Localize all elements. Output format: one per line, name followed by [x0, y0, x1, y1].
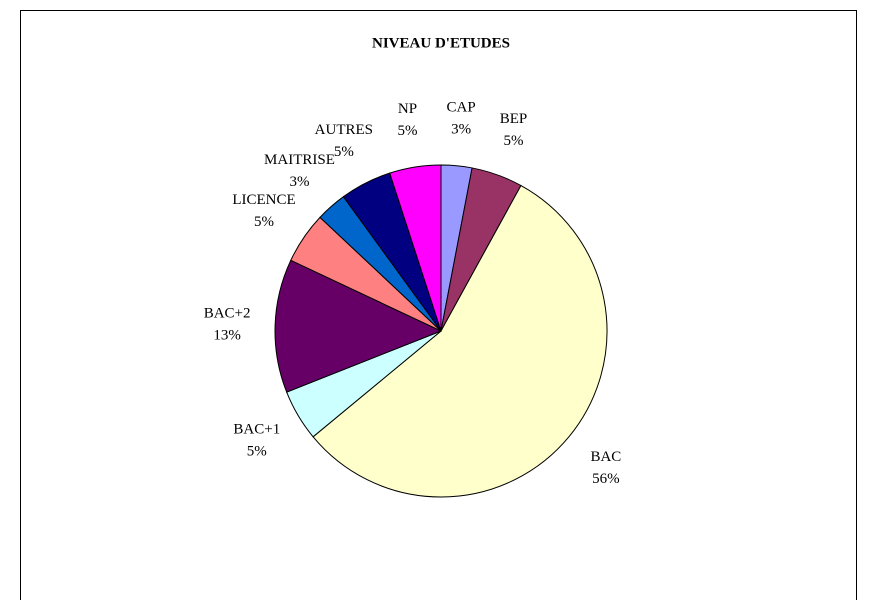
slice-value-label: 5% [503, 133, 523, 149]
slice-label: BEP [500, 111, 528, 127]
slice-label: BAC [590, 449, 621, 465]
chart-title: NIVEAU D'ETUDES [372, 35, 510, 51]
slice-label: MAITRISE [264, 152, 335, 168]
slice-value-label: 3% [289, 174, 309, 190]
slice-label: AUTRES [315, 122, 373, 138]
slice-label: BAC+1 [233, 421, 280, 437]
slice-value-label: 3% [451, 121, 471, 137]
slice-label: BAC+2 [204, 306, 251, 322]
pie-slice [274, 259, 443, 393]
slice-label: CAP [447, 99, 476, 115]
slice-value-label: 5% [254, 214, 274, 230]
slice-value-label: 56% [592, 471, 620, 487]
slice-value-label: 5% [247, 443, 267, 459]
pie-slice [312, 184, 608, 498]
pie-slice [389, 164, 442, 332]
slice-value-label: 5% [334, 144, 354, 160]
slice-label: LICENCE [232, 192, 295, 208]
slice-label: NP [398, 101, 417, 117]
slice-value-label: 5% [398, 123, 418, 139]
slice-value-label: 13% [213, 328, 241, 344]
